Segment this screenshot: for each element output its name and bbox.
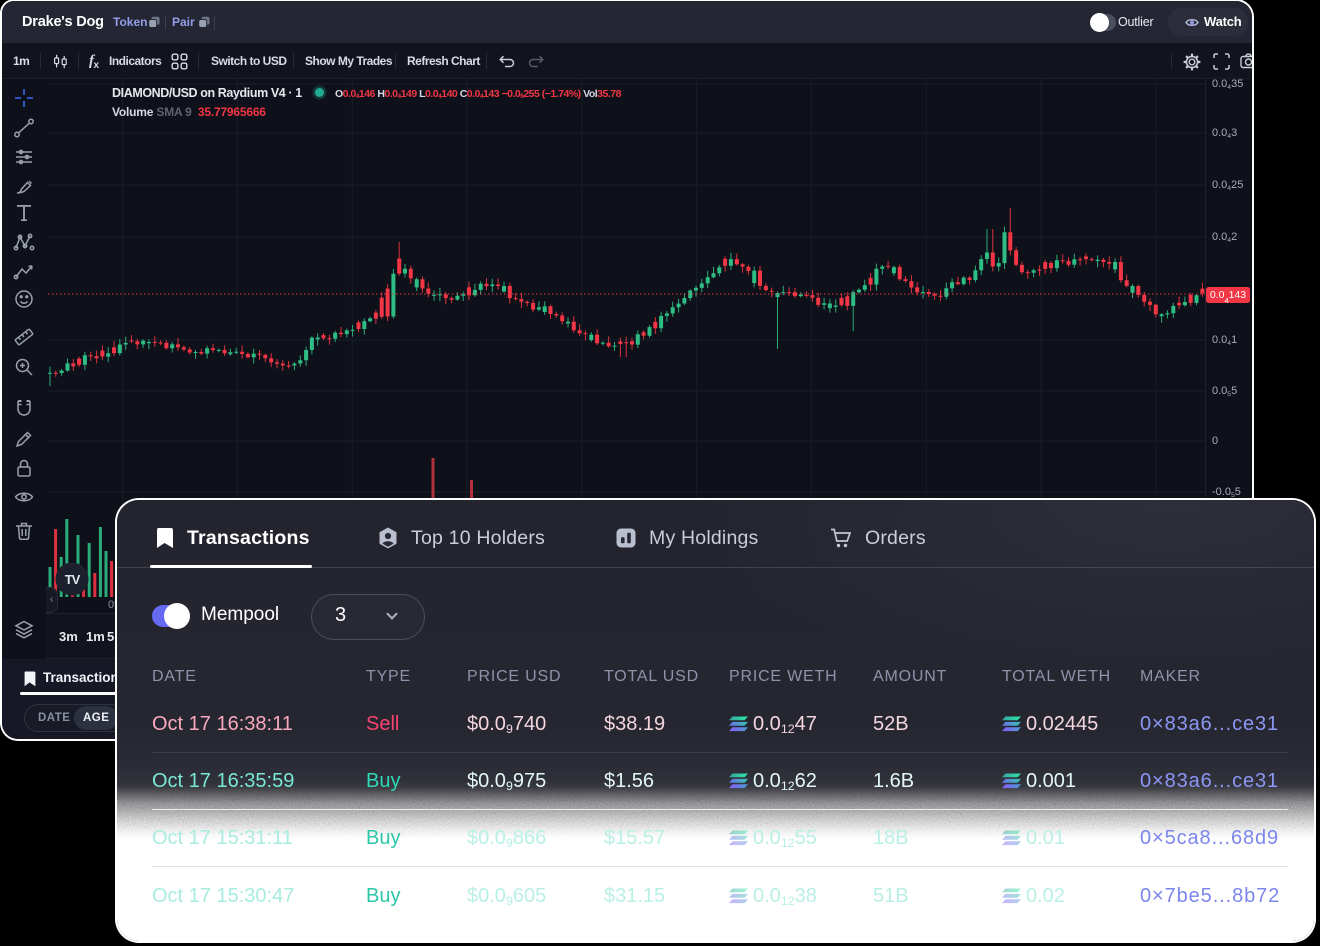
svg-text:TV: TV bbox=[65, 572, 81, 587]
